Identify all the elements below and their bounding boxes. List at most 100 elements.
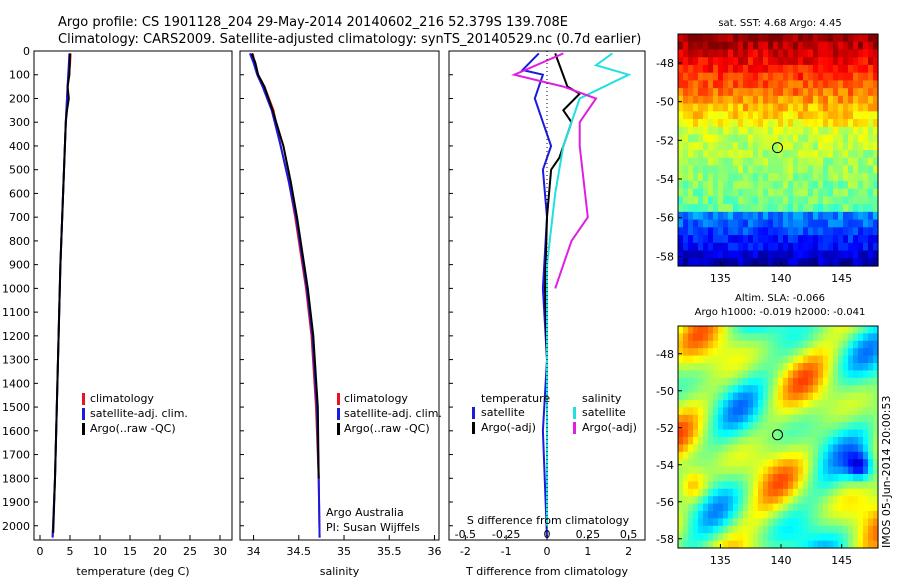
map-cell: [808, 157, 814, 167]
map-cell: [708, 496, 714, 505]
map-cell: [808, 533, 814, 542]
map-cell: [798, 80, 804, 89]
map-cell: [678, 196, 684, 205]
map-cell: [803, 340, 809, 349]
map-cell: [838, 188, 844, 197]
map-cell: [778, 126, 784, 136]
map-cell: [788, 157, 794, 167]
y-tick-label: 1900: [2, 496, 30, 509]
map-cell: [798, 49, 804, 58]
y-tick-label: 200: [9, 92, 30, 105]
map-cell: [833, 242, 839, 252]
map-cell: [848, 422, 854, 431]
map-cell: [858, 258, 864, 267]
map-cell: [768, 126, 774, 136]
map-cell: [863, 188, 869, 197]
map-cell: [688, 258, 694, 267]
map-cell: [863, 204, 869, 213]
map-cell: [708, 437, 714, 445]
map-cell: [838, 103, 844, 112]
map-cell: [843, 533, 849, 542]
map-cell: [863, 540, 869, 549]
map-cell: [828, 41, 834, 51]
map-cell: [758, 88, 764, 97]
map-cell: [708, 340, 714, 349]
map-cell: [833, 533, 839, 542]
map-cell: [698, 165, 704, 174]
map-cell: [713, 150, 719, 159]
map-cell: [823, 377, 829, 386]
map-cell: [768, 165, 774, 174]
map-cell: [813, 444, 819, 453]
map-cell: [698, 422, 704, 431]
map-cell: [813, 196, 819, 205]
legend-swatch: [573, 407, 576, 419]
y-tick-label: 2000: [2, 520, 30, 533]
map-cell: [818, 173, 824, 182]
map-cell: [693, 34, 699, 43]
map-cell: [858, 407, 864, 416]
legend-label: Argo(-adj): [582, 421, 637, 434]
map-cell: [818, 333, 824, 342]
map-cell: [713, 422, 719, 431]
map-cell: [818, 533, 824, 542]
map-cell: [853, 80, 859, 89]
map-cell: [823, 242, 829, 252]
map-cell: [718, 370, 724, 379]
map-cell: [838, 34, 844, 43]
map-cell: [778, 414, 784, 423]
map-cell: [828, 119, 834, 128]
map-cell: [743, 474, 749, 482]
map-cell: [763, 333, 769, 342]
map-cell: [853, 41, 859, 51]
map-cell: [753, 422, 759, 431]
map-cell: [748, 242, 754, 252]
map-cell: [758, 496, 764, 505]
map-cell: [853, 326, 859, 334]
map-cell: [873, 41, 879, 51]
map-cell: [863, 525, 869, 534]
map-cell: [808, 80, 814, 89]
map-cell: [853, 88, 859, 97]
map-cell: [863, 533, 869, 542]
map-cell: [718, 414, 724, 423]
map-cell: [813, 258, 819, 267]
map-cell: [828, 437, 834, 445]
map-cell: [858, 474, 864, 482]
legend-label: satellite: [481, 406, 525, 419]
map-cell: [813, 219, 819, 228]
map-cell: [758, 437, 764, 445]
map-cell: [733, 511, 739, 519]
map-cell: [793, 488, 799, 497]
map-cell: [843, 481, 849, 490]
map-cell: [748, 451, 754, 460]
map-cell: [758, 134, 764, 143]
map-cell: [738, 227, 744, 236]
map-cell: [678, 242, 684, 252]
map-cell: [758, 57, 764, 66]
map-cell: [683, 250, 689, 259]
map-cell: [863, 370, 869, 379]
map-cell: [768, 235, 774, 244]
map-cell: [793, 400, 799, 408]
map-cell: [828, 103, 834, 112]
map-cell: [738, 525, 744, 534]
map-cell: [813, 466, 819, 475]
map-cell: [743, 333, 749, 342]
map-cell: [678, 111, 684, 120]
map-cell: [693, 340, 699, 349]
map-cell: [738, 451, 744, 460]
map-cell: [763, 466, 769, 475]
map-cell: [763, 188, 769, 197]
map-cell: [868, 165, 874, 174]
map-cell: [848, 407, 854, 416]
map-cell: [843, 370, 849, 379]
map-cell: [793, 211, 799, 221]
map-cell: [823, 49, 829, 58]
map-cell: [783, 429, 789, 438]
map-cell: [708, 511, 714, 519]
map-cell: [713, 119, 719, 128]
map-cell: [778, 64, 784, 74]
map-cell: [773, 95, 779, 105]
map-cell: [873, 88, 879, 97]
